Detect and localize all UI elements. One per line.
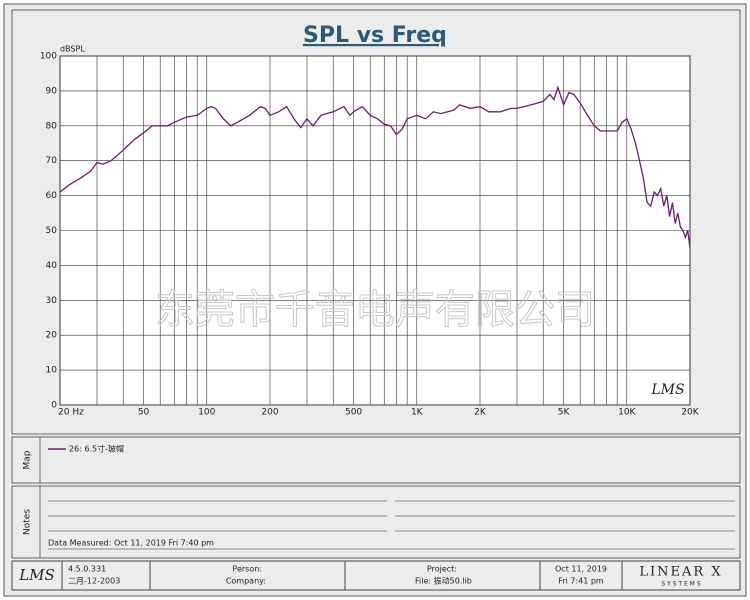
footer-version: 4.5.0.331 — [68, 565, 106, 574]
notes-lines — [48, 500, 735, 550]
chart-title: SPL vs Freq — [303, 23, 447, 48]
y-tick-label: 30 — [46, 296, 58, 306]
y-tick-label: 40 — [46, 261, 58, 271]
footer-dividers — [61, 561, 623, 590]
x-tick-label: 10K — [618, 408, 636, 418]
x-tick-label: 50 — [138, 408, 150, 418]
y-tick-label: 60 — [46, 191, 58, 201]
footer-company: Company: — [226, 577, 266, 586]
y-tick-label: 50 — [46, 226, 58, 236]
notes-panel — [11, 485, 741, 559]
x-tick-label: 100 — [198, 408, 215, 418]
footer-brand: LINEAR X — [639, 565, 722, 580]
chart-logo: LMS — [650, 382, 684, 398]
notes-label: Notes — [23, 509, 33, 535]
footer-project: Project: — [427, 565, 457, 574]
legend-label: 26: 6.5寸-玻帽 — [69, 444, 124, 454]
notes-measured: Data Measured: Oct 11, 2019 Fri 7:40 pm — [48, 539, 214, 548]
x-tick-label: 500 — [345, 408, 362, 418]
x-tick-label: 20K — [681, 408, 699, 418]
x-tick-label: 1K — [411, 408, 424, 418]
footer-date: Oct 11, 2019 — [555, 565, 607, 574]
footer — [11, 560, 741, 591]
watermark: 东莞市千音电声有限公司 — [155, 287, 595, 333]
x-tick-label: 200 — [261, 408, 278, 418]
footer-person: Person: — [232, 565, 262, 574]
x-tick-label: 20 Hz — [58, 408, 84, 418]
footer-time: Fri 7:41 pm — [558, 577, 604, 586]
x-tick-label: 5K — [558, 408, 571, 418]
y-tick-label: 20 — [46, 331, 58, 341]
response-line — [59, 85, 691, 248]
y-tick-label: 0 — [51, 401, 57, 411]
footer-logo: LMS — [18, 566, 55, 584]
map-panel — [11, 436, 741, 484]
plot: 0 10 20 30 40 50 60 70 80 90 100 20 Hz 50 100 200 500 1K… — [40, 52, 700, 418]
y-axis-label: dBSPL — [60, 45, 85, 54]
footer-brand-sub: S Y S T E M S — [661, 581, 700, 588]
x-tick-label: 2K — [474, 408, 487, 418]
y-tick-label: 80 — [46, 121, 58, 131]
y-tick-label: 90 — [46, 86, 58, 96]
y-tick-label: 100 — [40, 52, 57, 62]
y-tick-label: 10 — [46, 366, 58, 376]
footer-file: File: 振动50.lib — [415, 576, 472, 586]
footer-build-date: 二月-12-2003 — [68, 577, 120, 586]
map-label: Map — [23, 450, 33, 469]
y-tick-label: 70 — [46, 156, 58, 166]
